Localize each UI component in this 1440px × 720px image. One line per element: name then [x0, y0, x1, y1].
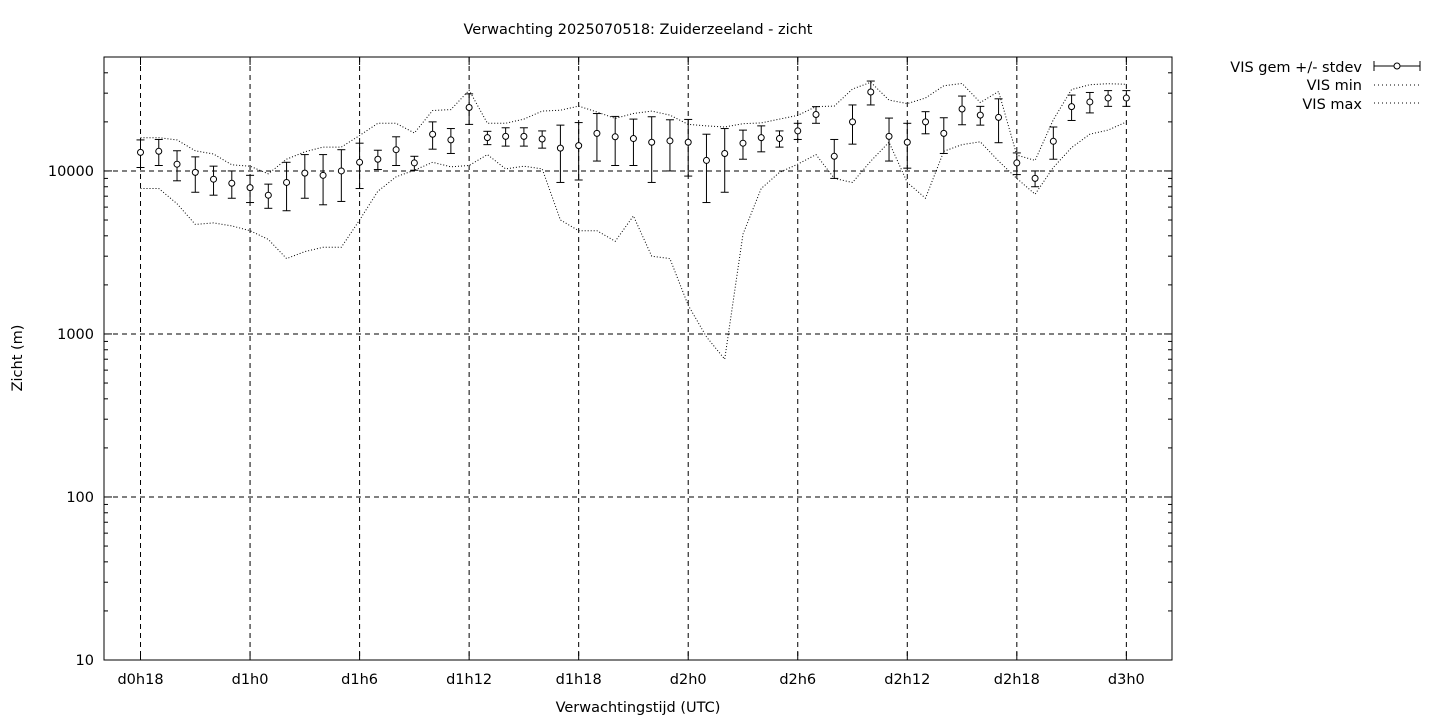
x-tick-label-0: d0h18: [117, 672, 163, 688]
mean-point-6: [246, 184, 254, 192]
mean-point-5: [228, 179, 236, 187]
mean-point-52: [1086, 98, 1094, 106]
mean-point-30: [684, 138, 692, 146]
mean-point-26: [611, 133, 619, 141]
mean-point-35: [775, 135, 783, 143]
legend-entry-max: VIS max: [1302, 97, 1420, 113]
mean-point-47: [995, 113, 1003, 121]
mean-point-13: [374, 155, 382, 163]
x-tick-label-4: d1h18: [556, 672, 602, 688]
mean-point-8: [283, 178, 291, 186]
mean-point-40: [867, 88, 875, 96]
y-tick-label-0: 10: [76, 653, 94, 669]
mean-point-41: [885, 132, 893, 140]
mean-point-42: [903, 138, 911, 146]
mean-point-44: [940, 129, 948, 137]
mean-point-43: [922, 118, 930, 126]
mean-point-34: [757, 134, 765, 142]
mean-point-36: [794, 127, 802, 135]
mean-point-37: [812, 110, 820, 118]
x-tick-label-2: d1h6: [341, 672, 378, 688]
mean-point-21: [520, 132, 528, 140]
mean-point-38: [830, 152, 838, 160]
mean-point-54: [1122, 94, 1130, 102]
x-tick-label-7: d2h12: [884, 672, 930, 688]
x-tick-label-1: d1h0: [232, 672, 269, 688]
mean-point-14: [392, 146, 400, 154]
mean-point-27: [629, 135, 637, 143]
mean-point-15: [410, 159, 418, 167]
mean-point-24: [575, 142, 583, 150]
mean-point-18: [465, 104, 473, 112]
legend-entry-min: VIS min: [1307, 78, 1420, 94]
y-tick-label-1: 100: [66, 490, 94, 506]
grid: [104, 57, 1172, 660]
legend: VIS gem +/- stdev VIS min VIS max: [1230, 60, 1421, 113]
mean-point-33: [739, 139, 747, 147]
legend-entry-mean: VIS gem +/- stdev: [1230, 60, 1421, 76]
mean-point-50: [1049, 137, 1057, 145]
mean-point-0: [137, 148, 145, 156]
mean-point-12: [356, 158, 364, 166]
chart-title: Verwachting 2025070518: Zuiderzeeland - …: [464, 22, 813, 38]
x-axis-label: Verwachtingstijd (UTC): [556, 700, 721, 716]
mean-point-28: [648, 138, 656, 146]
mean-point-32: [721, 149, 729, 157]
mean-point-19: [483, 134, 491, 142]
series: [136, 80, 1131, 361]
legend-label-mean: VIS gem +/- stdev: [1230, 60, 1362, 76]
x-tick-label-6: d2h6: [779, 672, 816, 688]
legend-swatch-mean-marker: [1393, 62, 1401, 70]
legend-label-max: VIS max: [1302, 97, 1362, 113]
mean-point-46: [976, 111, 984, 119]
mean-point-16: [429, 130, 437, 138]
legend-label-min: VIS min: [1307, 78, 1362, 94]
mean-point-53: [1104, 94, 1112, 102]
x-tick-label-8: d2h18: [994, 672, 1040, 688]
mean-point-7: [264, 191, 272, 199]
plot-frame: [103, 56, 1173, 661]
mean-point-49: [1031, 174, 1039, 182]
mean-point-22: [538, 135, 546, 143]
y-axis-label: Zicht (m): [10, 325, 26, 392]
mean-point-51: [1068, 103, 1076, 111]
y-tick-label-2: 1000: [57, 327, 94, 343]
mean-point-10: [319, 171, 327, 179]
vis-max-line: [140, 81, 1127, 175]
mean-point-48: [1013, 159, 1021, 167]
mean-point-29: [666, 137, 674, 145]
mean-point-2: [173, 160, 181, 168]
mean-point-1: [155, 147, 163, 155]
ticks: [104, 56, 1172, 661]
x-tick-label-5: d2h0: [670, 672, 707, 688]
mean-point-31: [702, 156, 710, 164]
mean-point-20: [502, 132, 510, 140]
mean-point-9: [301, 169, 309, 177]
mean-point-25: [593, 129, 601, 137]
mean-point-39: [849, 118, 857, 126]
x-tick-label-9: d3h0: [1108, 672, 1145, 688]
x-tick-label-3: d1h12: [446, 672, 492, 688]
mean-point-23: [556, 144, 564, 152]
mean-point-11: [337, 167, 345, 175]
mean-point-45: [958, 105, 966, 113]
y-tick-label-3: 10000: [48, 164, 94, 180]
tick-labels: d0h18 d1h0 d1h6 d1h12 d1h18 d2h0 d2h6 d2h12 d2h1…: [48, 164, 1145, 688]
mean-point-4: [210, 175, 218, 183]
mean-point-3: [191, 168, 199, 176]
mean-point-17: [447, 136, 455, 144]
